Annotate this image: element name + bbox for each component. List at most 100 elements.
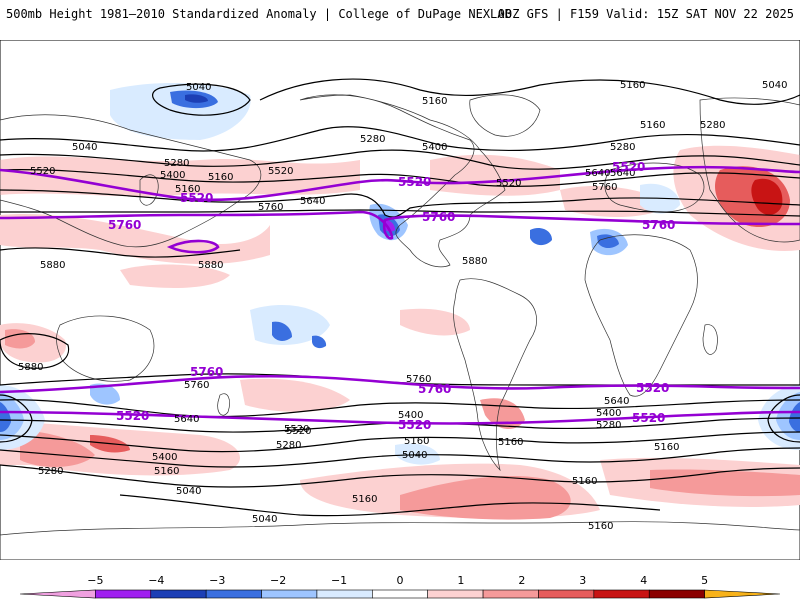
contour-label: 5040 <box>186 82 211 93</box>
contour-5640-nh <box>0 189 800 218</box>
contour-label: 5640 <box>604 396 629 407</box>
contour-5400-nh <box>0 149 800 170</box>
pos-anom-area <box>20 430 95 467</box>
neg-anom-area <box>530 228 552 246</box>
contour-label: 5160 <box>620 80 645 91</box>
coastline-japan <box>139 174 159 206</box>
coastline-europe <box>604 162 705 213</box>
contour-label: 5280 <box>700 120 725 131</box>
neg-anom-area <box>250 305 330 345</box>
contour-label: 5520 <box>30 166 55 177</box>
highlight-contour-label: 5520 <box>116 409 149 423</box>
contour-label: 5040 <box>176 486 201 497</box>
neg-anom-area <box>90 383 120 405</box>
anomaly-colorbar: −5 −4 −3 −2 −1 0 1 2 3 4 5 <box>19 574 781 599</box>
colorbar-tick-label: −4 <box>148 574 164 587</box>
pos-anom-area <box>0 156 360 197</box>
contour-label: 5520 <box>286 426 311 437</box>
colorbar-cell <box>648 589 705 599</box>
contour-label: 5880 <box>18 362 43 373</box>
coastline-newzealand <box>217 393 230 416</box>
pos-anom-area <box>430 154 560 196</box>
pos-anom-area <box>400 308 470 336</box>
neg-anom-area <box>597 234 619 249</box>
contour-label: 5160 <box>154 466 179 477</box>
coastline-asia <box>0 114 262 248</box>
contour-label: 5760 <box>258 202 283 213</box>
contour-label: 5400 <box>422 142 447 153</box>
colorbar-tick-label: −2 <box>270 574 286 587</box>
highlight-contour-label: 5520 <box>398 175 431 189</box>
contour-label: 5760 <box>406 374 431 385</box>
coastline-australia <box>56 315 155 382</box>
colorbar-tick-label: 2 <box>518 574 525 587</box>
purple-5520-nh <box>0 165 800 202</box>
anomaly-map: 5040 5160 5040 5280 5160 5280 5160 5040 … <box>0 40 800 560</box>
contour-5880-sh <box>0 333 70 369</box>
contour-label: 5520 <box>268 166 293 177</box>
contour-5520-nh <box>0 169 800 187</box>
pos-anom-area <box>120 264 230 288</box>
colorbar-cell <box>427 589 484 599</box>
contour-5280-nh <box>0 126 800 152</box>
neg-anom-area <box>185 94 208 103</box>
contour-cutoff-low-west <box>0 394 33 443</box>
pos-anom-area <box>751 178 783 215</box>
highlight-contour-label: 5760 <box>422 210 455 224</box>
contour-label: 5640 <box>300 196 325 207</box>
colorbar-tick-label: −3 <box>209 574 225 587</box>
contour-label: 5040 <box>252 514 277 525</box>
colorbar-cell <box>19 589 96 599</box>
colorbar-cell <box>316 589 373 599</box>
coastline-south-america <box>453 278 537 472</box>
contour-cutoff-low-east <box>767 394 800 443</box>
contour-label: 5160 <box>640 120 665 131</box>
contour-label: 5160 <box>404 436 429 447</box>
highlight-contour-label: 5520 <box>398 418 431 432</box>
colorbar-cell <box>482 589 539 599</box>
colorbar-cell <box>95 589 152 599</box>
colorbar-tick-labels: −5 −4 −3 −2 −1 0 1 2 3 4 5 <box>87 574 708 587</box>
colorbar-cell <box>704 589 781 599</box>
colorbar-cells <box>19 589 781 599</box>
pos-anom-area <box>240 378 350 412</box>
map-title: 500mb Height 1981–2010 Standardized Anom… <box>6 7 512 21</box>
highlight-contours <box>0 165 800 425</box>
contour-5640-sh <box>0 399 800 418</box>
contour-label: 5160 <box>208 172 233 183</box>
contour-label: 5160 <box>654 442 679 453</box>
colorbar-cell <box>538 589 595 599</box>
purple-5520-sh <box>0 410 800 425</box>
contour-5040-nh <box>152 83 251 116</box>
highlight-contour-label: 5520 <box>180 191 213 205</box>
contour-label: 5280 <box>164 158 189 169</box>
purple-5760-nh <box>0 210 800 240</box>
colorbar-tick-label: −5 <box>87 574 103 587</box>
neg-anom-area <box>395 443 440 465</box>
contour-label: 5160 <box>588 521 613 532</box>
contour-label: 5280 <box>596 420 621 431</box>
colorbar-tick-label: 4 <box>640 574 647 587</box>
neg-anom-area <box>272 321 292 341</box>
contour-label: 5640 <box>585 168 610 179</box>
colorbar-cell <box>593 589 650 599</box>
colorbar-tick-label: 0 <box>397 574 404 587</box>
header: 500mb Height 1981–2010 Standardized Anom… <box>0 0 800 40</box>
highlight-contour-label: 5520 <box>636 381 669 395</box>
highlight-contour-label: 5520 <box>612 160 645 174</box>
contour-5160-sh <box>0 464 800 488</box>
contour-label: 5160 <box>572 476 597 487</box>
contour-label: 5040 <box>72 142 97 153</box>
contour-label: 5880 <box>462 256 487 267</box>
neg-anom-area <box>312 335 327 349</box>
contour-label: 5040 <box>762 80 787 91</box>
contour-label: 5160 <box>422 96 447 107</box>
contour-5760-nh <box>0 209 800 217</box>
highlight-contour-label: 5520 <box>632 411 665 425</box>
model-run-info: 00Z GFS | F159 Valid: 15Z SAT NOV 22 202… <box>497 7 794 21</box>
contour-5280-sh <box>0 447 800 468</box>
contour-label: 5160 <box>498 437 523 448</box>
highlight-contour-label: 5760 <box>190 365 223 379</box>
contour-label: 5400 <box>160 170 185 181</box>
contour-label: 5880 <box>40 260 65 271</box>
